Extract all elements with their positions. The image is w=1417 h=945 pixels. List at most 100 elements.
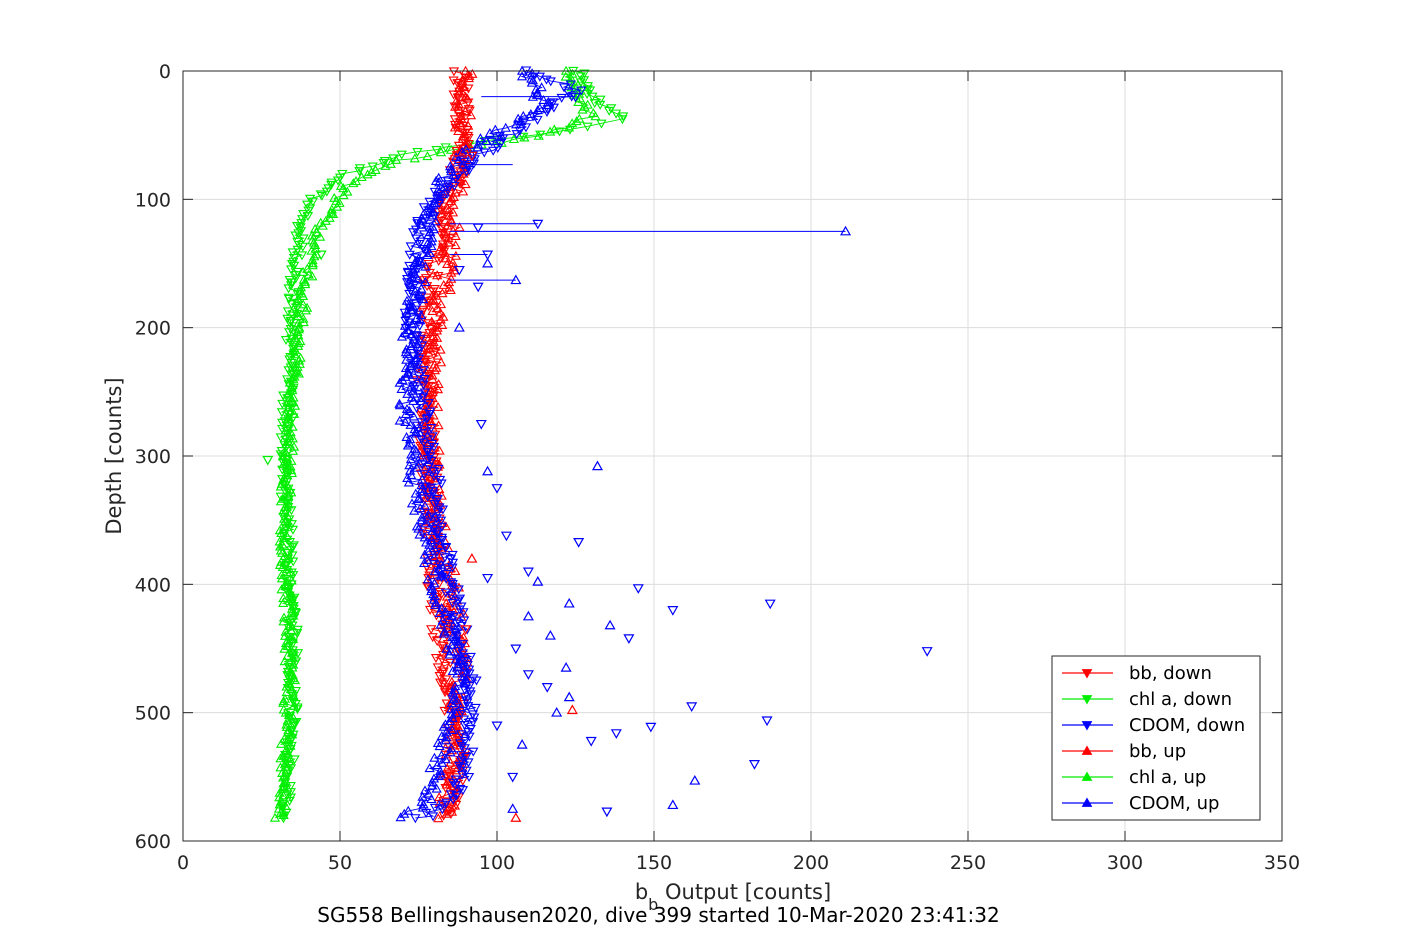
data-point <box>443 683 454 693</box>
data-point <box>309 223 321 233</box>
data-point <box>412 148 423 158</box>
data-point <box>411 521 423 531</box>
data-point <box>430 653 442 663</box>
data-point <box>428 438 440 448</box>
data-point <box>433 379 444 389</box>
data-point <box>565 80 576 90</box>
data-point <box>278 790 289 800</box>
data-point <box>459 616 470 626</box>
outlier-point <box>632 584 644 594</box>
data-point <box>414 294 425 304</box>
data-point <box>399 308 410 318</box>
data-point <box>464 106 475 116</box>
data-point <box>403 805 414 815</box>
data-point <box>464 166 475 176</box>
data-point <box>276 570 287 580</box>
data-point <box>450 152 462 162</box>
data-point <box>282 470 293 480</box>
data-point <box>277 399 288 409</box>
data-point <box>290 687 302 697</box>
outlier-point <box>287 396 299 407</box>
data-point <box>488 146 499 156</box>
data-point <box>276 556 287 566</box>
data-point <box>417 352 428 362</box>
outlier-point <box>466 151 478 162</box>
data-point <box>450 187 461 197</box>
data-point <box>278 783 289 793</box>
data-point <box>390 154 402 164</box>
data-point <box>420 518 431 528</box>
outlier-point <box>921 647 933 657</box>
data-point <box>421 282 433 292</box>
data-point <box>416 283 427 293</box>
data-point <box>281 764 292 774</box>
data-point <box>400 408 412 418</box>
data-point <box>431 539 442 549</box>
data-point <box>293 318 304 328</box>
data-point <box>409 385 420 395</box>
data-point <box>578 76 590 86</box>
data-point <box>467 718 479 728</box>
data-point <box>298 274 310 284</box>
data-point <box>424 329 435 339</box>
data-point <box>280 439 292 449</box>
data-point <box>289 719 300 729</box>
data-point <box>447 687 458 697</box>
x-axis-label-rest: Output [counts] <box>658 880 831 904</box>
data-point <box>440 234 451 244</box>
data-point <box>467 68 478 78</box>
data-point <box>472 139 484 149</box>
data-point <box>425 400 436 410</box>
legend-box <box>1051 655 1261 821</box>
data-point <box>292 340 304 350</box>
data-point <box>420 336 432 346</box>
data-point <box>281 453 293 463</box>
data-point <box>459 736 471 746</box>
outlier-point <box>645 722 657 733</box>
data-point <box>471 676 482 686</box>
data-point <box>278 778 289 788</box>
data-point <box>304 194 316 204</box>
data-point <box>436 533 448 543</box>
data-point <box>418 245 429 255</box>
data-point <box>415 310 427 320</box>
data-point <box>278 598 289 608</box>
data-point <box>285 735 296 745</box>
data-point <box>296 251 308 261</box>
data-point <box>579 101 590 111</box>
data-point <box>421 222 432 232</box>
data-point <box>288 700 299 710</box>
data-point <box>296 219 307 229</box>
data-point <box>500 122 511 132</box>
data-point <box>399 320 411 330</box>
data-point <box>300 279 311 289</box>
outlier-point <box>563 597 575 608</box>
data-point <box>531 89 543 99</box>
data-point <box>511 130 522 140</box>
outlier-point <box>541 683 553 693</box>
legend-item: CDOM, down <box>1062 715 1245 736</box>
data-point <box>422 574 434 584</box>
data-point <box>432 401 444 411</box>
data-point <box>285 566 296 576</box>
x-tick-label: 150 <box>636 852 672 874</box>
outlier-point <box>287 413 299 424</box>
data-point <box>417 460 428 470</box>
data-point <box>278 750 289 760</box>
data-point <box>434 199 445 209</box>
data-point <box>437 800 448 810</box>
data-point <box>285 788 296 798</box>
data-point <box>394 398 405 408</box>
data-point <box>460 129 471 139</box>
data-point <box>273 803 285 813</box>
data-point <box>435 314 446 324</box>
data-point <box>447 740 458 750</box>
data-point <box>423 462 435 472</box>
data-point <box>453 141 465 151</box>
data-point <box>414 258 425 268</box>
outlier-point <box>507 803 519 813</box>
data-point <box>434 608 445 618</box>
spike-lines <box>449 96 846 281</box>
data-point <box>425 512 436 522</box>
data-point <box>286 546 297 556</box>
